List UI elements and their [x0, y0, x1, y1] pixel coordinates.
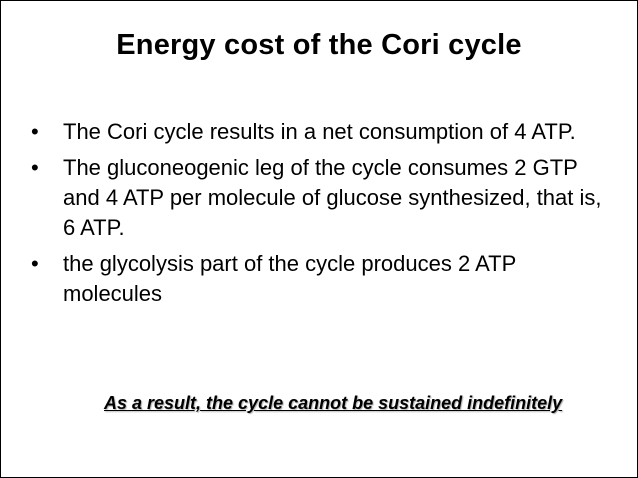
bullet-text: the glycolysis part of the cycle produce… [63, 251, 516, 306]
bullet-text: The gluconeogenic leg of the cycle consu… [63, 155, 602, 240]
conclusion-text: As a result, the cycle cannot be sustain… [104, 393, 563, 413]
slide-title: Energy cost of the Cori cycle [116, 29, 522, 61]
bullet-item: • The gluconeogenic leg of the cycle con… [29, 153, 619, 243]
bullet-icon: • [31, 155, 39, 180]
bullet-text: The Cori cycle results in a net consumpt… [63, 119, 576, 144]
bullet-icon: • [31, 251, 39, 276]
bullet-item: • the glycolysis part of the cycle produ… [29, 249, 619, 309]
bullet-item: • The Cori cycle results in a net consum… [29, 117, 619, 147]
bullet-icon: • [31, 119, 39, 144]
bullet-list: • The Cori cycle results in a net consum… [29, 117, 619, 315]
